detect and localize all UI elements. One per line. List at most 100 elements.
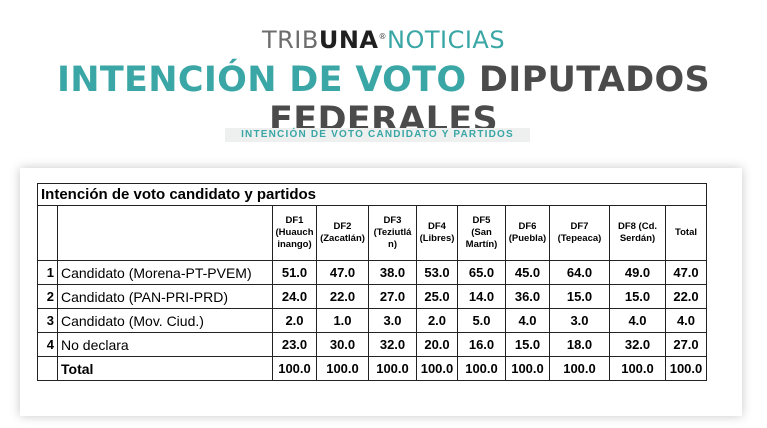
table-cell: 47.0 [316,260,369,285]
table-cell: 27.0 [665,332,707,357]
table-cell: 22.0 [316,284,369,309]
table-cell: 100.0 [665,356,707,381]
brand-logo: TRIBUNA®NOTICIAS [0,26,767,54]
table-cell: 22.0 [665,284,707,309]
table-cell: 18.0 [549,332,610,357]
column-header-line: (Teziutlá [373,227,412,238]
row-label: Candidato (Mov. Ciud.) [57,308,273,333]
table-cell: 4.0 [609,308,666,333]
table-cell: 49.0 [609,260,666,285]
table-cell: 36.0 [505,284,550,309]
table-cell: 23.0 [272,332,317,357]
page-title: INTENCIÓN DE VOTO DIPUTADOS FEDERALES [0,60,767,140]
brand-part-tribu: TRIB [261,26,319,54]
column-header-line: DF3 [383,215,402,226]
table-cell: 15.0 [549,284,610,309]
table-cell: 20.0 [416,332,458,357]
table-cell: 1.0 [316,308,369,333]
row-index: 1 [37,260,58,285]
table-cell: 16.0 [457,332,506,357]
table-total-row: Total 100.0 100.0 100.0 100.0 100.0 100.0 100.0… [37,356,707,381]
table-cell: 100.0 [416,356,458,381]
column-header: DF5 (San Martín) [457,205,506,261]
column-header-line: DF6 [518,221,537,232]
table-cell: 24.0 [272,284,317,309]
column-header-line: inango) [277,239,312,250]
column-header: DF4 (Libres) [416,205,458,261]
column-header-line: (Libres) [419,233,455,244]
table-cell: 5.0 [457,308,506,333]
table-cell: 45.0 [505,260,550,285]
table-cell: 3.0 [368,308,417,333]
table-cell: 2.0 [272,308,317,333]
table-cell: 4.0 [505,308,550,333]
table-cell: 3.0 [549,308,610,333]
table-cell: 32.0 [368,332,417,357]
table-row: 3 Candidato (Mov. Ciud.) 2.0 1.0 3.0 2.0 5.0 4.… [37,308,707,333]
table-cell: 100.0 [549,356,610,381]
table-card: Intención de voto candidato y partidos D… [20,168,742,416]
table-row: 1 Candidato (Morena-PT-PVEM) 51.0 47.0 38.0 5… [37,260,707,285]
row-label: No declara [57,332,273,357]
column-header-line: (Zacatlán) [320,233,365,244]
table-cell: 30.0 [316,332,369,357]
column-header-line: DF4 [428,221,446,232]
column-header-line: (Huauch [275,227,314,238]
table-cell: 27.0 [368,284,417,309]
header-empty-label [57,205,273,261]
table-cell: 100.0 [457,356,506,381]
table-cell: 51.0 [272,260,317,285]
column-header-line: DF2 [333,221,352,232]
brand-registered-mark: ® [378,32,387,41]
column-header: Total [665,205,707,261]
column-header-line: Serdán) [619,233,656,244]
table-cell: 100.0 [368,356,417,381]
table-cell: 100.0 [316,356,369,381]
row-label: Total [57,356,273,381]
row-index: 3 [37,308,58,333]
brand-part-una: UNA [318,26,379,54]
table-cell: 25.0 [416,284,458,309]
table-cell: 14.0 [457,284,506,309]
table-cell: 15.0 [505,332,550,357]
column-header-line: n) [388,239,397,250]
brand-part-noticias: NOTICIAS [386,26,506,54]
table-row: 4 No declara 23.0 30.0 32.0 20.0 16.0 15.0 18.0 3… [37,332,707,357]
column-header-line: DF7 [570,221,589,232]
column-header-line: (San [471,227,492,238]
vote-intention-table: Intención de voto candidato y partidos D… [37,183,707,381]
row-index: 4 [37,332,58,357]
row-label: Candidato (PAN-PRI-PRD) [57,284,273,309]
column-header: DF3 (Teziutlá n) [368,205,417,261]
table-cell: 2.0 [416,308,458,333]
table-cell: 100.0 [272,356,317,381]
row-label: Candidato (Morena-PT-PVEM) [57,260,273,285]
column-header-line: DF5 [472,215,491,226]
table-cell: 15.0 [609,284,666,309]
table-cell: 32.0 [609,332,666,357]
table-header-row: DF1 (Huauch inango) DF2 (Zacatlán) DF3 (Teziut… [37,205,707,261]
column-header-line: Martín) [465,239,498,250]
column-header-line: DF8 (Cd. [617,221,658,232]
column-header: DF6 (Puebla) [505,205,550,261]
table-cell: 100.0 [505,356,550,381]
header-empty-index [37,205,58,261]
column-header-line: (Puebla) [508,233,547,244]
page-title-part1: INTENCIÓN DE VOTO [56,60,467,100]
column-header: DF8 (Cd. Serdán) [609,205,666,261]
column-header-line: Total [675,227,697,238]
table-cell: 53.0 [416,260,458,285]
column-header: DF2 (Zacatlán) [316,205,369,261]
column-header-line: (Tepeaca) [557,233,602,244]
section-subtitle: INTENCIÓN DE VOTO CANDIDATO Y PARTIDOS [225,128,530,142]
column-header: DF7 (Tepeaca) [549,205,610,261]
table-cell: 64.0 [549,260,610,285]
table-cell: 65.0 [457,260,506,285]
row-index [37,356,58,381]
table-row: 2 Candidato (PAN-PRI-PRD) 24.0 22.0 27.0 25.0… [37,284,707,309]
column-header: DF1 (Huauch inango) [272,205,317,261]
table-caption: Intención de voto candidato y partidos [37,183,707,206]
row-index: 2 [37,284,58,309]
table-cell: 4.0 [665,308,707,333]
table-cell: 47.0 [665,260,707,285]
